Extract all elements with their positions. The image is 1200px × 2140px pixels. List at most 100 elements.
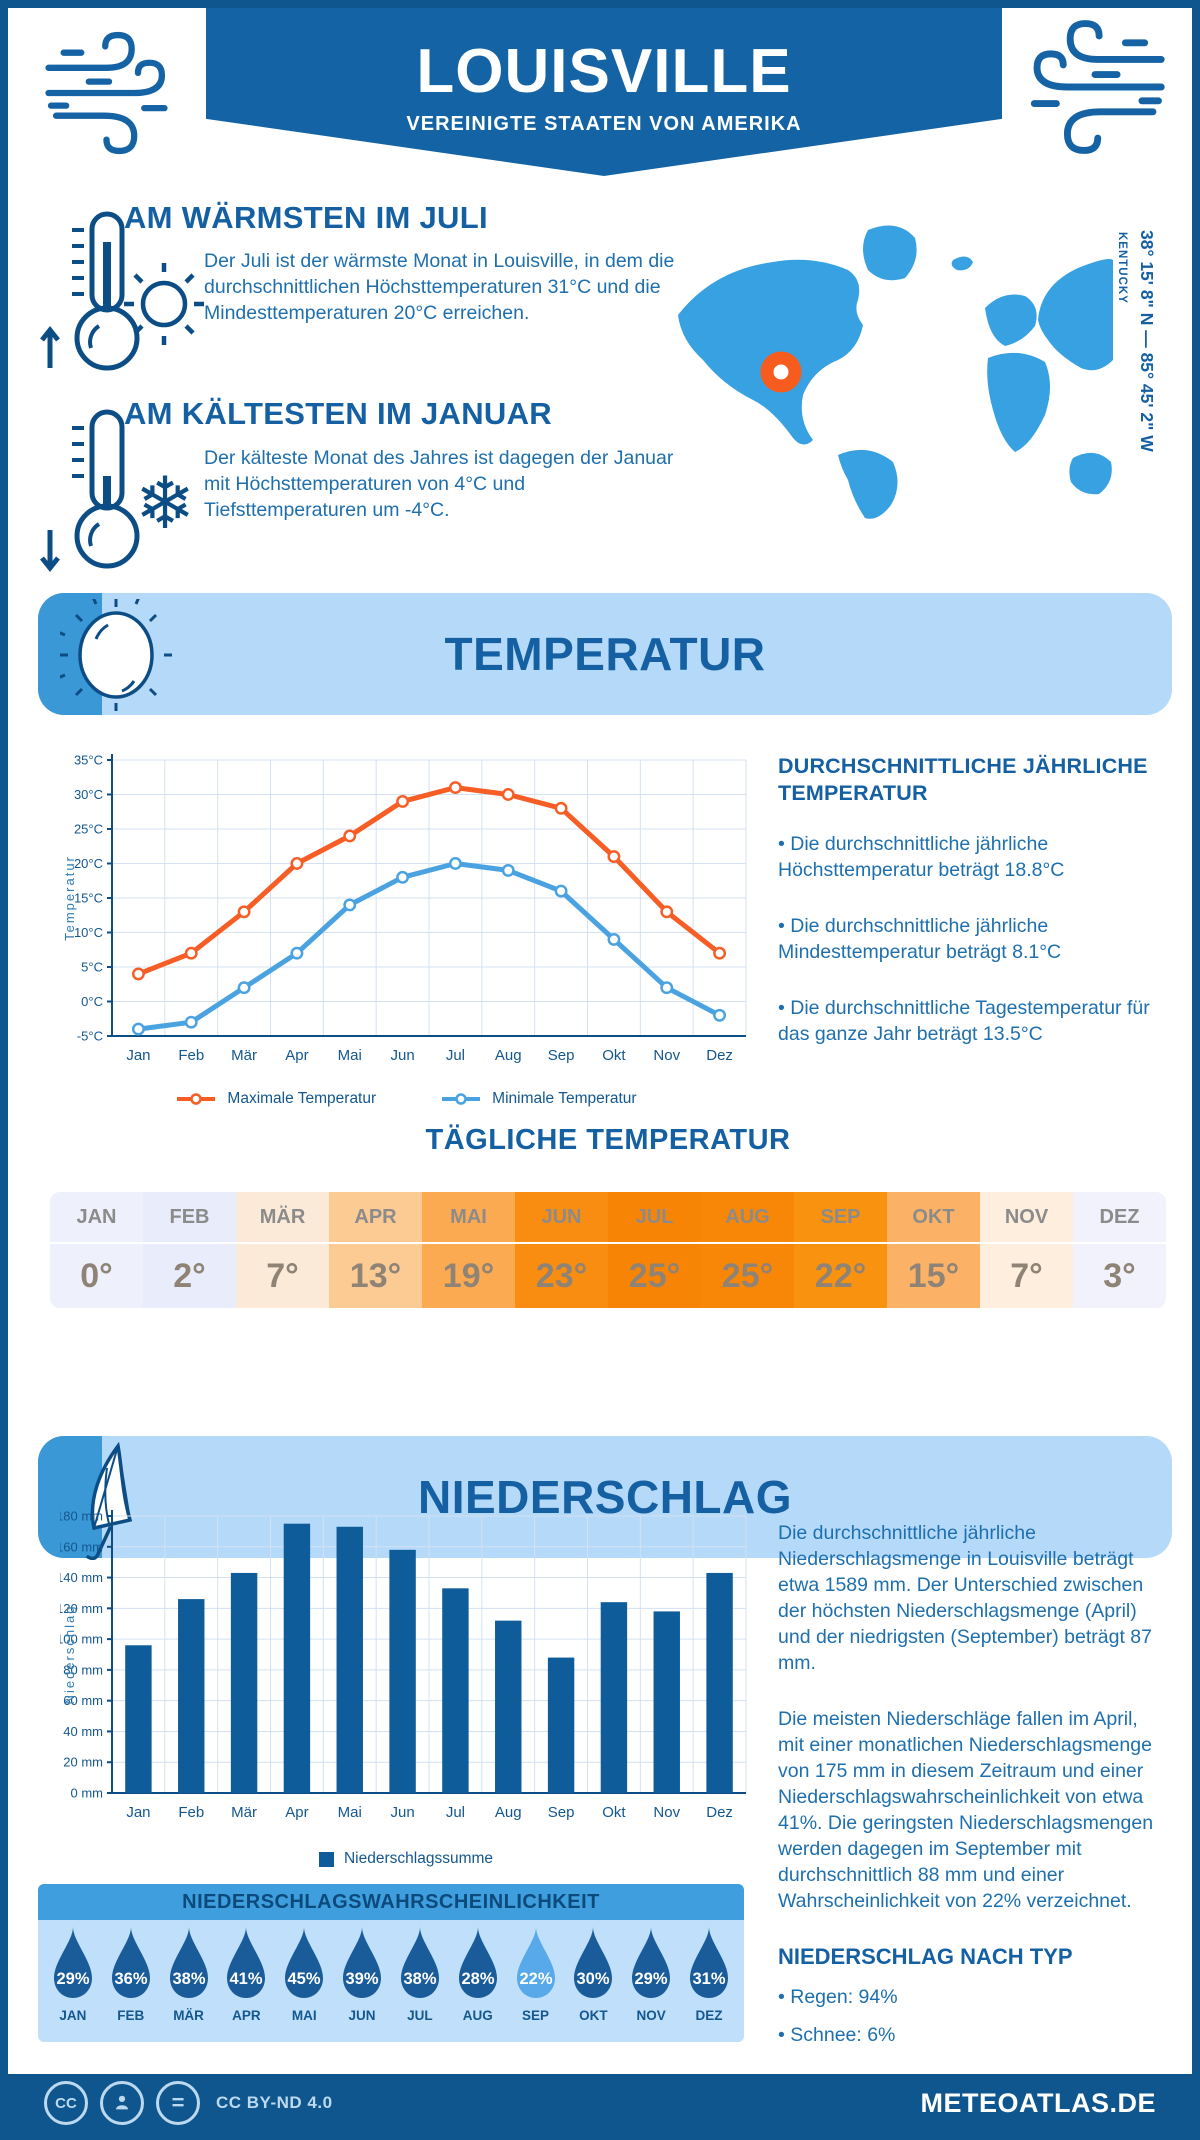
daily-temp-column: JUN 23° bbox=[515, 1192, 608, 1308]
license-label: CC BY-ND 4.0 bbox=[216, 2093, 333, 2112]
month-cell: MAI bbox=[422, 1192, 515, 1244]
data-point bbox=[343, 898, 357, 912]
droplet-icon: 38% bbox=[169, 1927, 208, 1998]
droplet-item: 29% NOV bbox=[625, 1926, 677, 2023]
precipitation-chart: 0 mm 20 mm 40 mm 60 mm 80 mm 100 mm 120 mm 140 … bbox=[60, 1509, 747, 1821]
data-point bbox=[501, 788, 515, 801]
precip-bar bbox=[495, 1620, 522, 1793]
droplet-month-label: AUG bbox=[462, 2008, 493, 2023]
daily-temperature-table: JAN 0° FEB 2° MÄR 7° APR 13° MAI 19° JUN 23° JUL 25° A… bbox=[50, 1192, 1166, 1308]
precip-probability-panel: NIEDERSCHLAGSWAHRSCHEINLICHKEIT 29% JAN 36… bbox=[38, 1884, 744, 2042]
x-tick-label: Apr bbox=[285, 1804, 308, 1821]
droplet-value: 38% bbox=[403, 1970, 436, 1988]
x-tick-label: Apr bbox=[285, 1047, 308, 1064]
data-point bbox=[237, 905, 251, 919]
data-point bbox=[607, 932, 621, 946]
legend-label-min: Minimale Temperatur bbox=[492, 1090, 637, 1107]
legend-item-precip: Niederschlagssumme bbox=[318, 1850, 493, 1868]
droplet-item: 30% OKT bbox=[567, 1926, 619, 2023]
y-tick-label: 35°C bbox=[74, 753, 103, 768]
droplet-icon: 39% bbox=[343, 1927, 382, 1998]
daily-temp-column: MÄR 7° bbox=[236, 1192, 329, 1308]
droplet-item: 28% AUG bbox=[452, 1926, 504, 2023]
data-point bbox=[396, 870, 410, 884]
arrow-down-icon bbox=[40, 530, 60, 573]
coordinates-label: 38° 15' 8" N — 85° 45' 2" W bbox=[1137, 230, 1157, 452]
droplet-month-label: JUL bbox=[407, 2008, 433, 2023]
droplet-icon: 29% bbox=[53, 1927, 92, 1998]
data-point bbox=[713, 946, 727, 960]
temperature-section-title: TEMPERATUR bbox=[444, 628, 766, 680]
month-cell: JUL bbox=[608, 1192, 701, 1244]
wind-icon bbox=[1030, 20, 1165, 154]
data-point bbox=[184, 1015, 198, 1029]
y-tick-label: 20 mm bbox=[63, 1755, 103, 1770]
daily-temp-column: DEZ 3° bbox=[1073, 1192, 1166, 1308]
temperature-legend: Maximale Temperatur Minimale Temperatur bbox=[60, 1090, 752, 1108]
cc-icon: CC bbox=[44, 2081, 88, 2125]
y-axis-label: Temperatur bbox=[62, 855, 77, 941]
daily-temp-column: JUL 25° bbox=[608, 1192, 701, 1308]
banner-stripe bbox=[38, 1436, 102, 1558]
y-tick-label: 5°C bbox=[81, 960, 103, 975]
precip-bar bbox=[653, 1611, 680, 1793]
temperature-chart: -5°C 0°C 5°C 10°C 15°C 20°C 25°C 30°C 35°C Jan Feb… bbox=[62, 753, 747, 1064]
location-marker bbox=[760, 351, 802, 393]
value-cell: 15° bbox=[887, 1244, 980, 1308]
precip-type-snow: • Schnee: 6% bbox=[778, 2024, 896, 2046]
sun-banner-icon bbox=[60, 599, 172, 711]
precipitation-banner: NIEDERSCHLAG bbox=[38, 1436, 1172, 1560]
data-point bbox=[713, 1008, 727, 1022]
droplet-month-label: MÄR bbox=[173, 2008, 204, 2023]
droplet-item: 39% JUN bbox=[336, 1926, 388, 2023]
bar-swatch-icon bbox=[318, 1851, 334, 1867]
precipitation-section-title: NIEDERSCHLAG bbox=[417, 1471, 793, 1523]
x-tick-label: Aug bbox=[495, 1804, 522, 1821]
y-axis-label: Niederschlag bbox=[62, 1605, 77, 1705]
umbrella-icon bbox=[86, 1442, 133, 1560]
y-tick-label: 30°C bbox=[74, 787, 103, 802]
warmest-text: Der Juli ist der wärmste Monat in Louisv… bbox=[204, 250, 675, 324]
droplet-value: 29% bbox=[56, 1970, 89, 1988]
droplet-item: 31% DEZ bbox=[683, 1926, 735, 2023]
legend-item-max: Maximale Temperatur bbox=[175, 1090, 376, 1108]
data-point bbox=[501, 863, 515, 877]
x-tick-label: Dez bbox=[706, 1047, 733, 1064]
droplet-value: 30% bbox=[577, 1970, 610, 1988]
x-tick-label: Okt bbox=[602, 1804, 626, 1821]
x-tick-label: Feb bbox=[178, 1804, 204, 1821]
thermometer-cold-icon: ❄ bbox=[40, 409, 195, 573]
data-point bbox=[396, 794, 410, 808]
droplet-value: 41% bbox=[230, 1970, 263, 1988]
value-cell: 22° bbox=[794, 1244, 887, 1308]
x-tick-label: Jul bbox=[446, 1804, 465, 1821]
droplet-item: 45% MAI bbox=[278, 1926, 330, 2023]
daily-temperature-title: TÄGLICHE TEMPERATUR bbox=[425, 1124, 791, 1156]
droplet-item: 22% SEP bbox=[510, 1926, 562, 2023]
person-icon bbox=[100, 2081, 144, 2125]
data-point bbox=[131, 1022, 145, 1036]
x-tick-label: Okt bbox=[602, 1047, 626, 1064]
y-tick-label: -5°C bbox=[77, 1029, 103, 1044]
y-tick-label: 40 mm bbox=[63, 1724, 103, 1739]
footer: CC = CC BY-ND 4.0 METEOATLAS.DE bbox=[8, 2074, 1192, 2132]
droplet-icon: 30% bbox=[574, 1927, 613, 1998]
droplet-icon: 45% bbox=[285, 1927, 324, 1998]
month-cell: JAN bbox=[50, 1192, 143, 1244]
value-cell: 0° bbox=[50, 1244, 143, 1308]
world-map bbox=[678, 225, 1113, 519]
droplet-month-label: OKT bbox=[579, 2008, 608, 2023]
droplet-month-label: JAN bbox=[59, 2008, 87, 2023]
y-tick-label: 20°C bbox=[74, 856, 103, 871]
daily-temp-column: JAN 0° bbox=[50, 1192, 143, 1308]
droplet-value: 36% bbox=[114, 1970, 147, 1988]
arrow-up-icon bbox=[40, 325, 60, 368]
y-tick-label: 80 mm bbox=[63, 1662, 103, 1677]
data-point bbox=[660, 905, 674, 919]
daily-temp-column: SEP 22° bbox=[794, 1192, 887, 1308]
x-tick-label: Sep bbox=[548, 1804, 575, 1821]
min-line-icon bbox=[442, 1093, 481, 1105]
value-cell: 23° bbox=[515, 1244, 608, 1308]
droplet-item: 29% JAN bbox=[47, 1926, 99, 2023]
month-cell: AUG bbox=[701, 1192, 794, 1244]
